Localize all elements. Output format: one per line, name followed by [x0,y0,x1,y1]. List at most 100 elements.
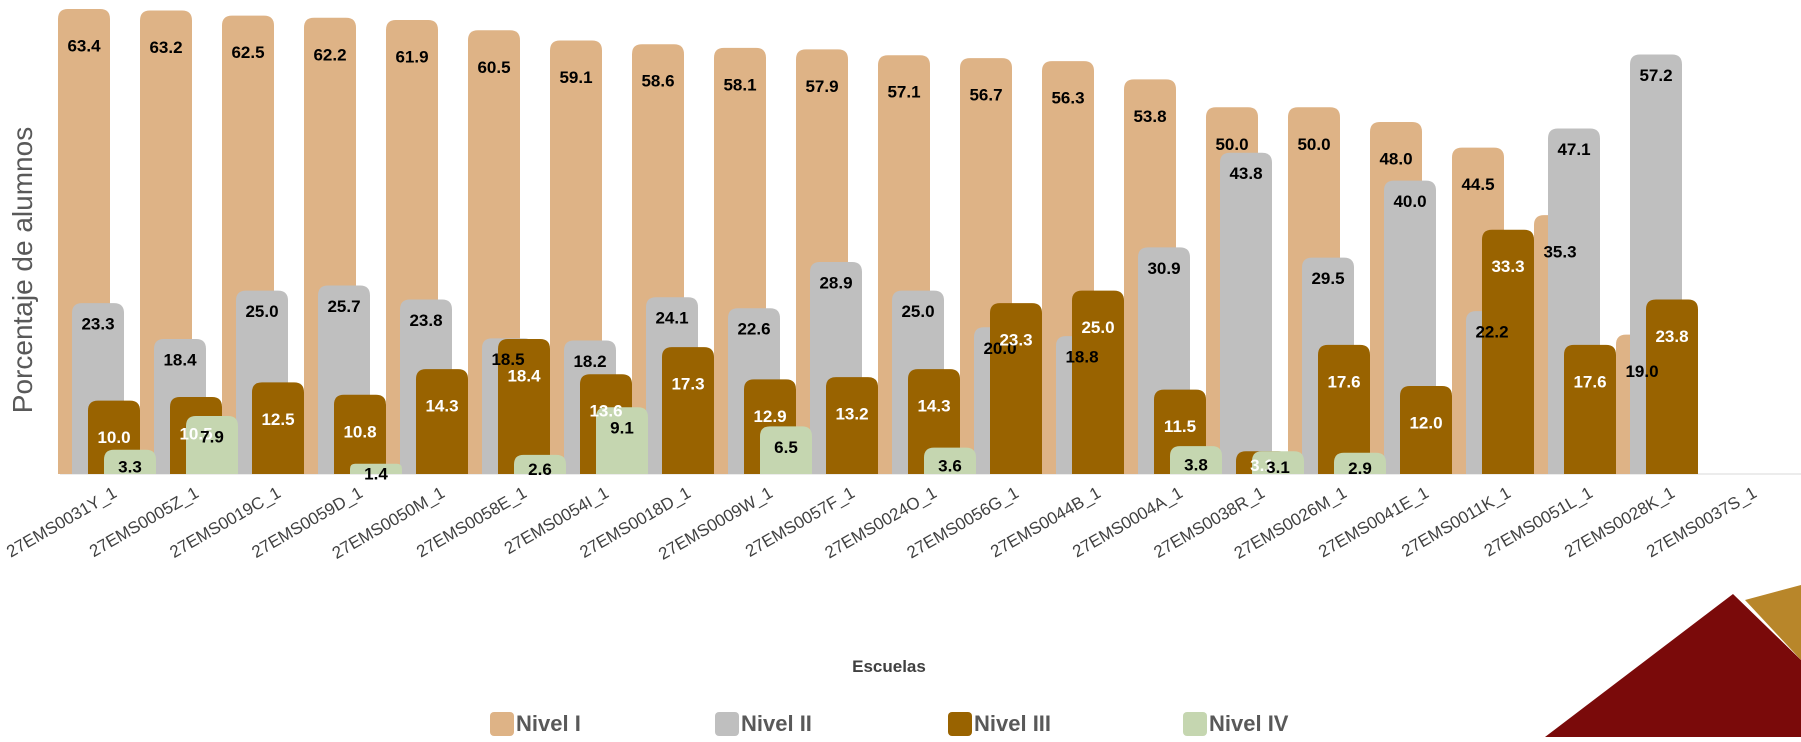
data-label: 2.9 [1348,459,1372,478]
data-label: 12.0 [1409,413,1442,432]
data-label: 23.8 [409,311,442,330]
decoration [1545,594,1801,737]
data-label: 53.8 [1133,107,1166,126]
bar [1564,344,1616,474]
data-label: 47.1 [1557,140,1590,159]
data-label: 57.1 [887,83,920,102]
bar [350,463,402,474]
data-label: 14.3 [917,397,950,416]
data-label: 3.3 [118,457,142,476]
data-label: 3.6 [938,456,962,475]
data-label: 13.6 [589,402,622,421]
bar [924,447,976,474]
bar [1482,229,1534,474]
data-label: 23.8 [1655,327,1688,346]
data-label: 44.5 [1461,175,1494,194]
x-axis-title: Escuelas [852,657,926,676]
data-label: 48.0 [1379,149,1412,168]
bar [186,416,238,474]
legend-swatch [1183,712,1207,736]
bar [1252,451,1304,474]
bar [1318,344,1370,474]
bar [104,449,156,474]
data-label: 17.3 [671,375,704,394]
data-label: 19.0 [1625,362,1658,381]
data-label: 25.0 [245,302,278,321]
legend-swatch [715,712,739,736]
data-label: 63.2 [149,38,182,57]
data-label: 3.8 [1184,456,1208,475]
legend-swatch [948,712,972,736]
data-label: 29.5 [1311,269,1344,288]
legend-label: Nivel I [516,711,581,736]
data-label: 28.9 [819,274,852,293]
data-label: 35.3 [1543,243,1576,262]
data-label: 10.8 [343,422,376,441]
data-label: 10.0 [97,428,130,447]
data-label: 50.0 [1297,135,1330,154]
bar [334,394,386,474]
data-label: 22.2 [1475,323,1508,342]
data-label: 17.6 [1327,372,1360,391]
data-label: 23.3 [81,315,114,334]
data-label: 3.1 [1266,458,1290,477]
data-label: 22.6 [737,320,770,339]
bar [1400,385,1452,474]
data-label: 61.9 [395,47,428,66]
bar [416,369,468,474]
data-label: 63.4 [67,36,101,55]
legend-label: Nivel IV [1209,711,1289,736]
data-label: 62.2 [313,45,346,64]
data-label: 3.1 [1250,456,1274,475]
data-label: 57.2 [1639,66,1672,85]
data-label: 10.5 [179,424,212,443]
legend-swatch [490,712,514,736]
bar [1646,299,1698,474]
data-label: 25.0 [901,302,934,321]
data-label: 24.1 [655,309,688,328]
data-label: 58.1 [723,75,756,94]
data-label: 14.3 [425,397,458,416]
data-label: 9.1 [610,419,634,438]
data-label: 12.5 [261,410,294,429]
bar [1334,452,1386,474]
y-axis-title: Porcentaje de alumnos [7,127,38,413]
data-label: 17.6 [1573,372,1606,391]
data-label: 12.9 [753,407,786,426]
data-label: 40.0 [1393,192,1426,211]
data-label: 7.9 [200,428,224,447]
bar [760,426,812,474]
data-label: 23.3 [999,331,1032,350]
data-label: 18.4 [507,367,541,386]
data-label: 11.5 [1164,417,1196,436]
legend-label: Nivel II [741,711,812,736]
data-label: 2.6 [528,460,552,479]
bar [1170,446,1222,474]
data-label: 1.4 [364,464,388,483]
bar [990,303,1042,474]
data-label: 60.5 [477,58,510,77]
bar [1220,152,1272,474]
data-label: 62.5 [231,43,264,62]
bar [514,454,566,474]
bar [662,347,714,474]
decoration [1745,585,1801,660]
data-label: 6.5 [774,438,798,457]
data-label: 43.8 [1229,164,1262,183]
data-label: 57.9 [805,77,838,96]
data-label: 20.0 [983,339,1016,358]
data-label: 13.2 [835,405,868,424]
data-label: 59.1 [559,68,592,87]
data-label: 18.5 [491,350,524,369]
data-label: 18.4 [163,351,197,370]
data-label: 56.7 [969,86,1002,105]
bar [826,377,878,474]
legend-label: Nivel III [974,711,1051,736]
data-label: 50.0 [1215,135,1248,154]
data-label: 18.8 [1065,348,1098,367]
data-label: 33.3 [1491,257,1524,276]
data-label: 58.6 [641,72,674,91]
data-label: 56.3 [1051,89,1084,108]
bar [498,339,550,474]
